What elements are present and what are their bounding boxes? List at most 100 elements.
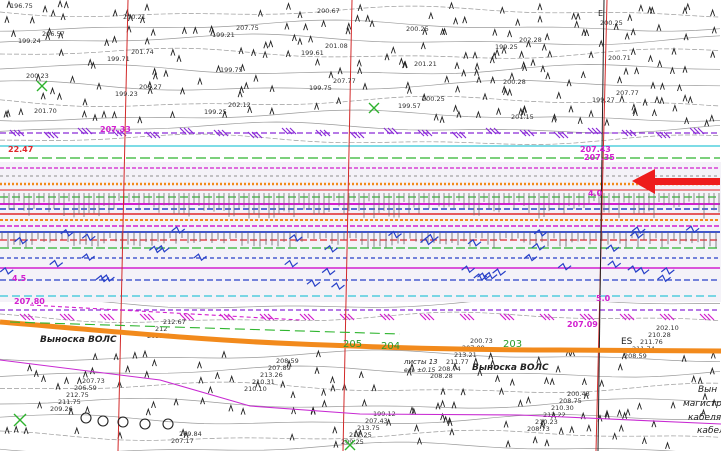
vegetation-tick (406, 368, 412, 376)
elevation-label: 210.28 (648, 331, 671, 339)
vegetation-tick (440, 399, 446, 408)
vegetation-tick (683, 32, 689, 41)
vegetation-tick (365, 14, 371, 22)
vegetation-tick (489, 55, 495, 64)
elevation-label: 202.28 (519, 36, 542, 44)
kilometer-203: 203 (503, 339, 522, 350)
chevron-mark (485, 127, 501, 135)
vegetation-tick (503, 87, 508, 96)
vegetation-tick (444, 75, 450, 83)
vegetation-tick (33, 369, 39, 377)
vegetation-tick (192, 26, 198, 34)
vegetation-tick (631, 102, 637, 111)
vegetation-tick (452, 362, 458, 370)
vegetation-tick (268, 39, 274, 48)
vegetation-tick (152, 67, 158, 75)
chevron-mark (139, 313, 155, 321)
vegetation-tick (439, 115, 445, 123)
elevation-label: 201.74 (131, 48, 154, 56)
vegetation-tick (421, 92, 427, 101)
chevron-mark (145, 131, 161, 139)
vegetation-tick (613, 22, 619, 30)
vegetation-tick (624, 32, 630, 40)
vegetation-tick (625, 408, 631, 416)
vegetation-tick (547, 49, 553, 58)
vegetation-tick (345, 26, 351, 35)
vegetation-tick (50, 86, 55, 95)
vegetation-tick (544, 438, 550, 447)
vegetation-tick (711, 25, 717, 34)
es-label: ES (621, 337, 633, 347)
vegetation-tick (150, 28, 156, 36)
vegetation-tick (583, 391, 589, 400)
vegetation-tick (76, 376, 82, 385)
vegetation-tick (5, 109, 11, 117)
vegetation-tick (82, 370, 88, 378)
vegetation-tick (357, 429, 363, 437)
red-mark-2: 207.43 (580, 145, 611, 154)
blue-symbol (631, 226, 646, 235)
vegetation-tick (321, 19, 327, 28)
elevation-label: 209.26 (50, 405, 73, 413)
vegetation-tick (82, 97, 88, 106)
vegetation-tick (92, 113, 98, 121)
elevation-label: 207.73 (82, 377, 105, 385)
chevron-mark (9, 129, 25, 137)
vegetation-tick (362, 82, 368, 90)
vegetation-tick (682, 65, 688, 73)
vegetation-tick (670, 400, 676, 409)
elevation-label: 200.43 (567, 390, 590, 398)
vegetation-tick (409, 406, 415, 414)
vegetation-tick (650, 81, 656, 89)
grid-lines (117, 0, 608, 451)
vegetation-tick (151, 358, 157, 367)
vegetation-tick (337, 66, 343, 75)
blue-symbol (306, 279, 321, 288)
right-label-1: Вын (698, 385, 717, 395)
vegetation-tick (433, 113, 439, 121)
chevron-mark (77, 127, 93, 135)
blue-symbol (155, 244, 170, 253)
elevation-label: 212.22 (543, 411, 566, 419)
contour-line (0, 47, 721, 59)
vegetation-tick (290, 390, 296, 399)
vegetation-tick (440, 27, 446, 36)
blue-symbol (14, 236, 29, 245)
blue-symbol (531, 242, 546, 251)
elevation-label: 210.30 (551, 404, 574, 412)
elevation-label: 209.84 (179, 430, 202, 438)
elevation-label: 199.25 (204, 108, 227, 116)
vegetation-tick (291, 406, 297, 415)
vegetation-tick (549, 377, 555, 386)
vegetation-tick (253, 74, 259, 82)
green-cross-markers (13, 80, 380, 451)
chevron-mark (619, 313, 635, 321)
elevation-label: 208.59 (624, 352, 647, 360)
vegetation-tick (314, 102, 320, 110)
vegetation-tick (41, 374, 46, 383)
vegetation-tick (87, 58, 93, 66)
chevron-mark (417, 129, 433, 137)
vegetation-tick (144, 36, 150, 45)
vegetation-tick (677, 83, 682, 92)
vegetation-tick (289, 432, 295, 441)
vegetation-tick (124, 8, 130, 17)
vegetation-tick (411, 407, 417, 415)
vegetation-tick (588, 50, 594, 59)
vegetation-tick (622, 411, 628, 419)
vegetation-tick (11, 29, 16, 37)
vegetation-tick (63, 0, 69, 9)
vegetation-tick (332, 425, 338, 434)
vegetation-tick (449, 1, 454, 10)
vegetation-tick (147, 86, 153, 94)
elevation-label: 199.27 (592, 96, 615, 104)
vegetation-tick (709, 366, 715, 375)
vegetation-tick (96, 82, 102, 90)
vegetation-tick (623, 67, 629, 75)
chevron-mark (689, 127, 705, 135)
blue-symbol (0, 266, 14, 275)
vegetation-tick (247, 105, 253, 114)
vegetation-tick (262, 50, 268, 59)
chevron-mark (219, 313, 235, 321)
vegetation-tick (346, 22, 352, 30)
